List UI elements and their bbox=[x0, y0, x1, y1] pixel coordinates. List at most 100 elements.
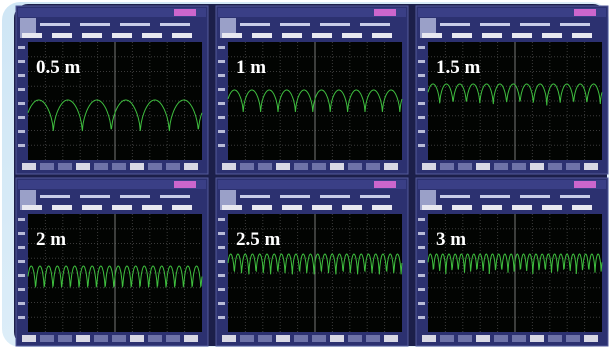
header-button bbox=[572, 205, 592, 210]
header-marker bbox=[374, 9, 396, 16]
axis-tick-label bbox=[218, 302, 225, 305]
footer-button bbox=[258, 335, 272, 342]
footer-button bbox=[384, 163, 398, 170]
footer-button bbox=[294, 163, 308, 170]
header-button bbox=[222, 33, 242, 38]
axis-tick-label bbox=[418, 88, 425, 91]
axis-tick-label bbox=[418, 130, 425, 133]
header-field bbox=[360, 195, 390, 198]
axis-tick-label bbox=[418, 260, 425, 263]
header-button bbox=[542, 205, 562, 210]
header-field bbox=[520, 195, 550, 198]
screenshot-composite: 0.5 m 1 m 1.5 m 2 m 2.5 m 3 m bbox=[0, 0, 611, 349]
page: 0.5 m1 m1.5 m2 m2.5 m3 m (() => { const … bbox=[0, 0, 611, 349]
header-button bbox=[452, 33, 472, 38]
footer-button bbox=[548, 163, 562, 170]
footer-button bbox=[184, 163, 198, 170]
axis-tick-label bbox=[18, 88, 25, 91]
footer-button bbox=[166, 163, 180, 170]
header-button bbox=[512, 33, 532, 38]
axis-tick-label bbox=[418, 246, 425, 249]
axis-tick-label bbox=[18, 218, 25, 221]
footer-button bbox=[330, 335, 344, 342]
header-field bbox=[40, 195, 70, 198]
footer-button bbox=[148, 335, 162, 342]
header-button bbox=[312, 33, 332, 38]
distance-label: 1.5 m bbox=[436, 57, 481, 78]
footer-button bbox=[530, 335, 544, 342]
axis-tick-label bbox=[18, 288, 25, 291]
header-field bbox=[320, 195, 350, 198]
axis-tick-label bbox=[218, 88, 225, 91]
header-field bbox=[80, 23, 110, 26]
header-field bbox=[240, 23, 270, 26]
header-field bbox=[480, 23, 510, 26]
header-field bbox=[520, 23, 550, 26]
header-button bbox=[252, 205, 272, 210]
axis-tick-label bbox=[218, 46, 225, 49]
header-button bbox=[172, 33, 192, 38]
axis-tick-label bbox=[218, 74, 225, 77]
axis-tick-label bbox=[218, 260, 225, 263]
header-button bbox=[172, 205, 192, 210]
footer-button bbox=[458, 163, 472, 170]
footer-button bbox=[258, 163, 272, 170]
footer-button bbox=[512, 335, 526, 342]
footer-button bbox=[494, 335, 508, 342]
axis-tick-label bbox=[18, 246, 25, 249]
footer-button bbox=[312, 163, 326, 170]
footer-button bbox=[240, 335, 254, 342]
header-button bbox=[452, 205, 472, 210]
analyzer-panel: 0.5 m bbox=[16, 6, 208, 174]
footer-button bbox=[422, 335, 436, 342]
footer-button bbox=[476, 163, 490, 170]
header-button bbox=[282, 205, 302, 210]
header-button bbox=[82, 33, 102, 38]
header-button bbox=[22, 205, 42, 210]
header-button bbox=[372, 205, 392, 210]
axis-tick-label bbox=[218, 246, 225, 249]
axis-tick-label bbox=[218, 288, 225, 291]
header-button bbox=[82, 205, 102, 210]
header-button bbox=[112, 33, 132, 38]
axis-tick-label bbox=[18, 316, 25, 319]
footer-button bbox=[40, 163, 54, 170]
distance-label: 1 m bbox=[236, 57, 266, 78]
axis-tick-label bbox=[18, 302, 25, 305]
axis-tick-label bbox=[418, 316, 425, 319]
header-button bbox=[342, 33, 362, 38]
header-field bbox=[80, 195, 110, 198]
axis-tick-label bbox=[18, 130, 25, 133]
footer-button bbox=[40, 335, 54, 342]
header-field bbox=[280, 23, 310, 26]
footer-button bbox=[584, 163, 598, 170]
header-marker bbox=[374, 181, 396, 188]
header-field bbox=[440, 23, 470, 26]
header-field bbox=[280, 195, 310, 198]
footer-button bbox=[294, 335, 308, 342]
axis-tick-label bbox=[18, 144, 25, 147]
axis-tick-label bbox=[218, 144, 225, 147]
distance-label: 2 m bbox=[36, 229, 66, 250]
footer-button bbox=[184, 335, 198, 342]
axis-tick-label bbox=[418, 274, 425, 277]
footer-button bbox=[112, 335, 126, 342]
footer-button bbox=[22, 335, 36, 342]
distance-label: 2.5 m bbox=[236, 229, 281, 250]
footer-button bbox=[494, 163, 508, 170]
footer-button bbox=[530, 163, 544, 170]
axis-tick-label bbox=[218, 316, 225, 319]
header-button bbox=[142, 205, 162, 210]
axis-tick-label bbox=[418, 232, 425, 235]
footer-button bbox=[476, 335, 490, 342]
analyzer-panel: 2 m bbox=[16, 178, 208, 346]
distance-label: 3 m bbox=[436, 229, 466, 250]
footer-button bbox=[58, 335, 72, 342]
header-field bbox=[120, 195, 150, 198]
footer-button bbox=[440, 163, 454, 170]
analyzer-panel: 1.5 m bbox=[416, 6, 608, 174]
axis-tick-label bbox=[218, 60, 225, 63]
axis-tick-label bbox=[218, 130, 225, 133]
axis-tick-label bbox=[218, 218, 225, 221]
header-button bbox=[142, 33, 162, 38]
